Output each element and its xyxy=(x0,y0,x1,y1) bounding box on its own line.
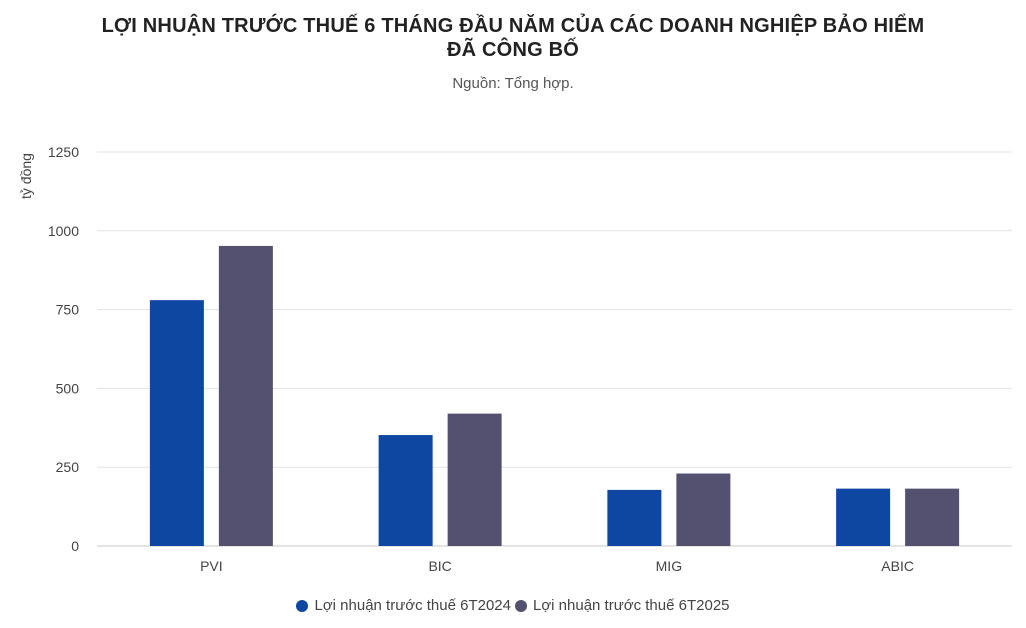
y-tick-label: 500 xyxy=(56,380,80,396)
bar-mig-series-1 xyxy=(607,489,662,546)
legend-label: Lợi nhuận trước thuế 6T2025 xyxy=(533,597,730,614)
chart-title-line-2: ĐÃ CÔNG BỐ xyxy=(447,39,579,61)
x-tick-label: PVI xyxy=(200,558,223,574)
y-tick-label: 750 xyxy=(56,302,80,318)
y-tick-label: 1000 xyxy=(48,223,79,239)
bar-pvi-series-1 xyxy=(149,300,204,546)
y-tick-label: 250 xyxy=(56,459,80,475)
chart-title: LỢI NHUẬN TRƯỚC THUẾ 6 THÁNG ĐẦU NĂM CỦA… xyxy=(0,14,1026,62)
chart-subtitle: Nguồn: Tổng hợp. xyxy=(452,75,574,92)
bar-pvi-series-2 xyxy=(218,245,273,546)
y-axis-label: tỷ đồng xyxy=(18,153,34,199)
chart-legend: Lợi nhuận trước thuế 6T2024 Lợi nhuận trư… xyxy=(0,597,1026,614)
bar-bic-series-1 xyxy=(378,435,433,546)
legend-item[interactable]: Lợi nhuận trước thuế 6T2024 xyxy=(296,597,511,614)
legend-item[interactable]: Lợi nhuận trước thuế 6T2025 xyxy=(515,597,730,614)
x-tick-label: MIG xyxy=(656,558,682,574)
legend-marker-icon xyxy=(515,599,527,612)
y-tick-label: 0 xyxy=(71,538,79,554)
bar-mig-series-2 xyxy=(676,473,731,546)
x-tick-label: BIC xyxy=(428,558,451,574)
bar-bic-series-2 xyxy=(447,413,502,546)
legend-label: Lợi nhuận trước thuế 6T2024 xyxy=(314,597,511,614)
x-tick-label: ABIC xyxy=(881,558,914,574)
legend-marker-icon xyxy=(296,599,309,612)
y-tick-label: 1250 xyxy=(48,144,79,160)
bar-abic-series-1 xyxy=(836,488,891,546)
chart-title-line-1: LỢI NHUẬN TRƯỚC THUẾ 6 THÁNG ĐẦU NĂM CỦA… xyxy=(101,15,925,37)
bar-abic-series-2 xyxy=(905,488,960,546)
